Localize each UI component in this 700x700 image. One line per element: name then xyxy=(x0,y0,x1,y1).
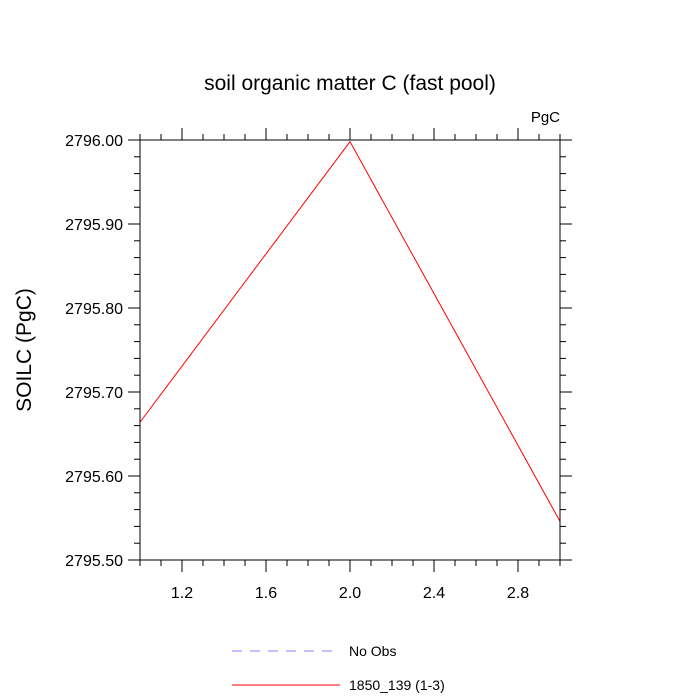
y-tick-label: 2795.80 xyxy=(65,301,123,318)
x-tick-label: 2.8 xyxy=(507,585,529,602)
plot-frame xyxy=(139,139,561,561)
x-tick-label: 1.2 xyxy=(171,585,193,602)
y-tick-label: 2795.90 xyxy=(65,217,123,234)
chart-title: soil organic matter C (fast pool) xyxy=(204,72,496,95)
legend-label: No Obs xyxy=(349,643,396,659)
axis-ticks xyxy=(128,128,572,572)
x-tick-label: 2.4 xyxy=(423,585,445,602)
x-tick-label: 2.0 xyxy=(339,585,361,602)
legend-label: 1850_139 (1-3) xyxy=(349,677,445,693)
y-tick-label: 2796.00 xyxy=(65,133,123,150)
series-line xyxy=(139,140,561,522)
plot-series xyxy=(139,140,561,522)
x-tick-label: 1.6 xyxy=(255,585,277,602)
y-axis-label: SOILC (PgC) xyxy=(13,288,36,412)
legend: No Obs 1850_139 (1-3) xyxy=(232,643,445,693)
y-tick-label: 2795.50 xyxy=(65,553,123,570)
y-tick-label: 2795.70 xyxy=(65,385,123,402)
y-tick-label: 2795.60 xyxy=(65,469,123,486)
tick-labels: 1.2 1.6 2.0 2.4 2.8 2795.50 2795.60 2795.70 2795… xyxy=(65,133,529,602)
units-label: PgC xyxy=(531,109,560,126)
